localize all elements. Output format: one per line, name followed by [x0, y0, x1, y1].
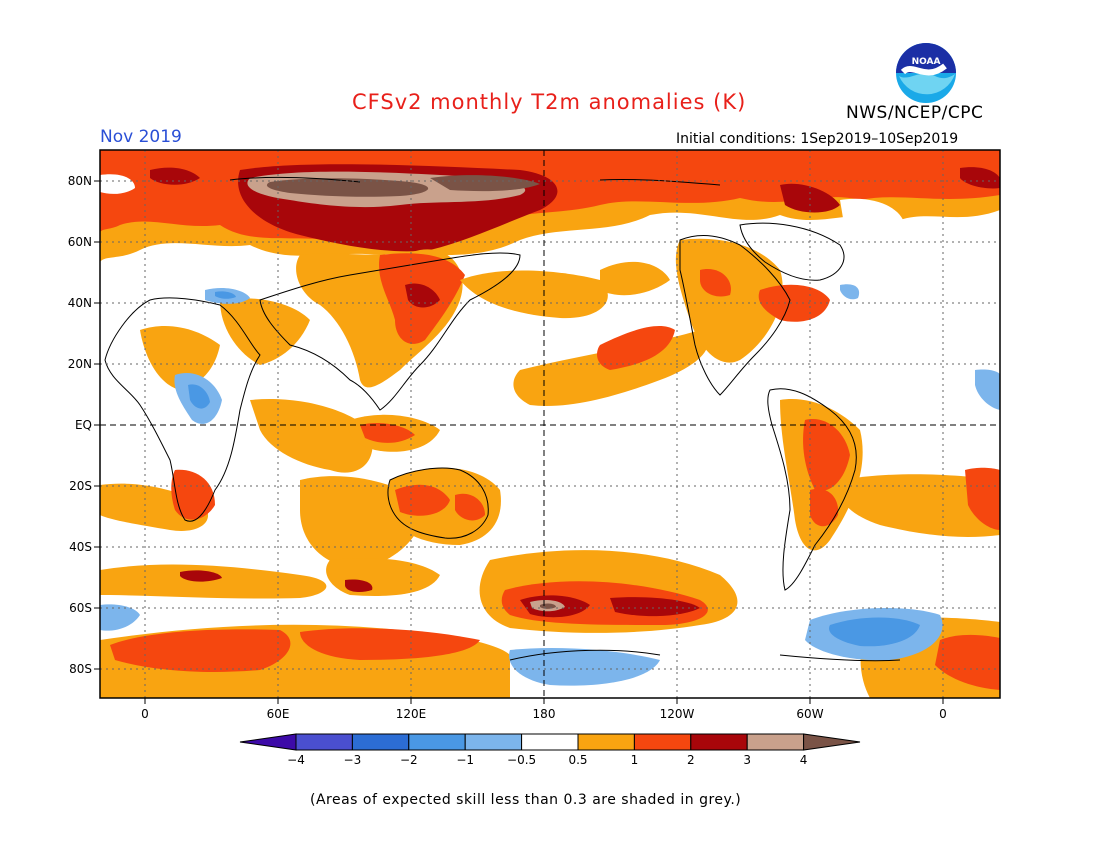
- lat-label: 20N: [68, 357, 92, 371]
- legend-swatch: [295, 733, 353, 751]
- noaa-logo: NOAA: [896, 43, 956, 103]
- legend-tick-label: 2: [687, 753, 695, 767]
- legend-tick-label: −3: [344, 753, 362, 767]
- forecast-month: Nov 2019: [100, 127, 182, 147]
- skill-footnote: (Areas of expected skill less than 0.3 a…: [310, 792, 742, 808]
- lon-label: 180: [533, 707, 556, 721]
- lon-label: 120W: [660, 707, 695, 721]
- legend-tick-label: 3: [743, 753, 751, 767]
- legend-tick-label: −4: [287, 753, 305, 767]
- legend-swatch: [464, 733, 523, 751]
- lat-label: EQ: [75, 418, 92, 432]
- lat-label: 80N: [68, 174, 92, 188]
- lon-label: 0: [141, 707, 149, 721]
- initial-conditions: Initial conditions: 1Sep2019–10Sep2019: [676, 131, 959, 147]
- legend-tick-label: 0.5: [568, 753, 587, 767]
- chart-title: CFSv2 monthly T2m anomalies (K): [352, 90, 747, 114]
- legend-swatch: [351, 733, 410, 751]
- legend-swatch: [521, 733, 579, 751]
- lat-label: 60N: [68, 235, 92, 249]
- legend-swatch: [577, 733, 635, 751]
- lat-label: 20S: [69, 479, 92, 493]
- legend-swatch: [408, 733, 466, 751]
- lon-label: 0: [939, 707, 947, 721]
- legend-swatch: [690, 733, 748, 751]
- legend-swatch: [633, 733, 692, 751]
- legend-arrow-low: [239, 733, 297, 751]
- org-label: NWS/NCEP/CPC: [846, 103, 984, 123]
- legend-tick-label: −1: [456, 753, 474, 767]
- legend-tick-label: −0.5: [507, 753, 536, 767]
- latitude-labels: 80N 60N 40N 20N EQ 20S 40S 60S 80S: [68, 174, 92, 676]
- lat-label: 60S: [69, 601, 92, 615]
- lon-label: 120E: [396, 707, 427, 721]
- anomaly-field: [100, 150, 1000, 698]
- legend-tick-label: 4: [800, 753, 808, 767]
- map-frame: [99, 149, 1001, 699]
- lat-label: 40N: [68, 296, 92, 310]
- lon-label: 60W: [796, 707, 823, 721]
- lat-label: 80S: [69, 662, 92, 676]
- legend-arrow-high: [803, 733, 861, 751]
- lon-label: 60E: [267, 707, 290, 721]
- legend-tick-label: −2: [400, 753, 418, 767]
- legend-tick-label: 1: [631, 753, 639, 767]
- legend-swatch: [746, 733, 805, 751]
- longitude-labels: 0 60E 120E 180 120W 60W 0: [141, 707, 947, 721]
- color-legend: −4 −3 −2 −1 −0.5 0.5 1 2 3 4: [239, 733, 861, 767]
- graticule: [100, 150, 1000, 698]
- lat-label: 40S: [69, 540, 92, 554]
- logo-text: NOAA: [912, 57, 941, 67]
